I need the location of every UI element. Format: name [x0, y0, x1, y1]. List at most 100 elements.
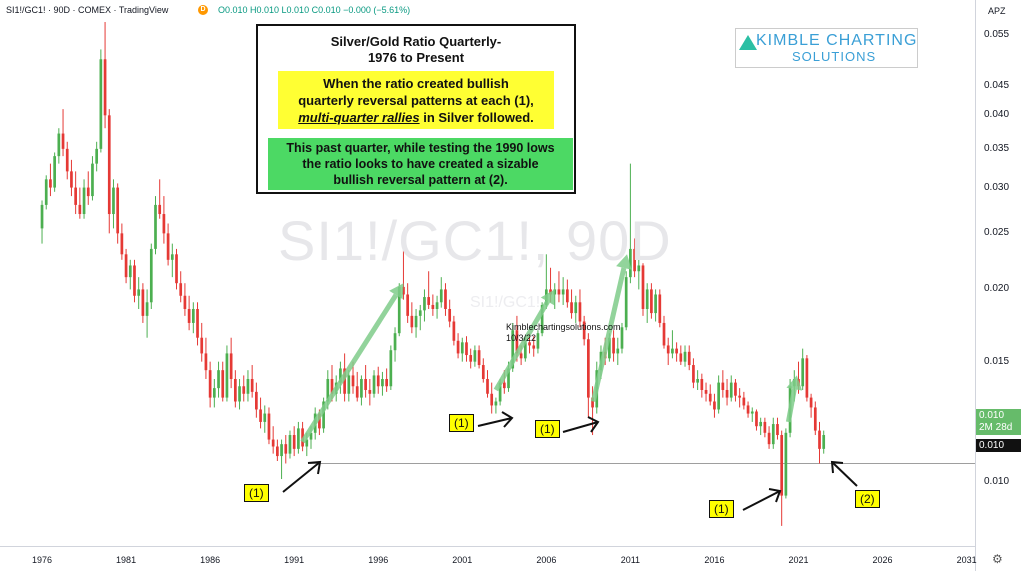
chart-header: SI1!/GC1! · 90D · COMEX · TradingView D … — [0, 0, 975, 22]
site-credit-url: Kimblechartingsolutions.com — [506, 322, 621, 332]
candle-body — [343, 368, 346, 394]
candle-body — [418, 310, 422, 316]
candle-body — [528, 342, 531, 346]
candle-body — [351, 375, 355, 387]
symbol-line[interactable]: SI1!/GC1! · 90D · COMEX · TradingView — [6, 5, 169, 15]
candle-body — [414, 315, 418, 328]
yellow-note-line2: quarterly reversal patterns at each (1), — [298, 93, 534, 108]
candle-body — [292, 435, 296, 449]
d-badge-icon[interactable]: D — [198, 5, 208, 15]
candle-body — [687, 351, 691, 366]
candle-body — [578, 302, 582, 322]
candle-body — [154, 204, 157, 249]
price-tick-label: 0.015 — [984, 355, 1010, 367]
candle-body — [360, 378, 363, 398]
green-note-line3: bullish reversal pattern at (2). — [333, 173, 508, 187]
candle-body — [515, 330, 519, 354]
candle-body — [137, 289, 141, 296]
candle-body — [519, 353, 523, 359]
trend-arrow — [493, 300, 550, 392]
candle-body — [658, 294, 662, 323]
price-tick-label: 0.040 — [984, 109, 1010, 121]
candle-body — [196, 308, 199, 338]
candle-body — [284, 444, 288, 454]
trend-arrow — [300, 293, 399, 444]
candle-body — [448, 308, 452, 322]
pointer-arrow-2020 — [742, 490, 781, 511]
candle-body — [490, 393, 494, 406]
candle-body — [565, 289, 569, 303]
candle-body — [498, 382, 502, 402]
trend-arrowhead — [786, 375, 803, 391]
candle-body — [149, 248, 153, 303]
time-tick-label: 1996 — [368, 555, 389, 565]
label-1-1990: (1) — [244, 484, 269, 502]
time-axis[interactable]: 1976 1981 1986 1991 1996 2001 2006 2011 2016 2021… — [0, 546, 977, 572]
candle-body — [557, 289, 561, 295]
price-tick-label: 0.025 — [984, 227, 1010, 239]
candle-body — [540, 304, 544, 334]
candle-body — [267, 413, 271, 440]
candle-body — [326, 378, 330, 402]
price-tick-label: 0.045 — [984, 79, 1010, 91]
candle-body — [481, 365, 485, 379]
trend-arrowhead — [616, 254, 632, 270]
price-tick-label: 0.055 — [984, 29, 1010, 41]
candle-body — [818, 430, 821, 449]
candle-body — [620, 327, 624, 349]
candle-body — [355, 386, 359, 398]
candle-body — [473, 350, 477, 362]
candle-body — [187, 308, 191, 323]
yellow-note-line1: When the ratio created bullish — [323, 76, 509, 91]
candle-body — [511, 330, 515, 369]
candle-body — [423, 297, 426, 311]
candle-body — [381, 378, 384, 387]
price-axis[interactable]: APZ 0.055 0.045 0.040 0.035 0.030 0.025 0.020 0… — [975, 0, 1024, 571]
time-tick-label: 1991 — [284, 555, 305, 565]
candle-body — [439, 289, 443, 303]
candle-body — [170, 254, 174, 260]
label-1-2020: (1) — [709, 500, 734, 518]
last-price-value: 0.010 — [979, 410, 1005, 421]
candle-body — [297, 428, 300, 449]
candle-body — [288, 435, 292, 454]
candle-body — [271, 439, 275, 447]
candle-body — [713, 401, 716, 410]
candle-body — [725, 389, 729, 398]
candle-body — [675, 348, 678, 354]
candle-body — [179, 283, 183, 296]
candle-body — [696, 378, 699, 383]
arrows-layer — [300, 254, 803, 444]
candle-body — [347, 375, 351, 394]
pointer-arrow-1990 — [282, 461, 321, 493]
candle-body — [587, 339, 590, 398]
candle-body — [61, 133, 65, 149]
candle-body — [809, 397, 813, 408]
candle-body — [330, 378, 334, 394]
yellow-note: When the ratio created bullish quarterly… — [278, 71, 554, 129]
candle-body — [612, 337, 615, 354]
pointer-arrowhead-2022 — [830, 460, 844, 474]
candle-body — [721, 382, 725, 390]
candle-body — [570, 302, 573, 314]
candle-body — [255, 391, 258, 410]
last-price-countdown: 2M 28d — [979, 422, 1013, 433]
candle-body — [771, 424, 775, 445]
candle-body — [692, 365, 695, 383]
candle-body — [183, 295, 187, 309]
candle-body — [112, 187, 115, 215]
candle-body — [120, 233, 124, 255]
candle-body — [637, 265, 641, 272]
candle-body — [158, 204, 162, 215]
candle-body — [465, 342, 468, 356]
candle-body — [742, 397, 746, 406]
candle-body — [507, 368, 510, 389]
candle-body — [225, 353, 229, 398]
price-chart[interactable] — [0, 0, 975, 546]
candle-body — [372, 375, 376, 394]
apz-toggle[interactable]: APZ — [988, 6, 1006, 16]
candle-body — [86, 187, 90, 197]
candle-body — [633, 248, 636, 272]
candle-body — [78, 204, 82, 215]
gear-icon[interactable]: ⚙ — [992, 552, 1003, 566]
